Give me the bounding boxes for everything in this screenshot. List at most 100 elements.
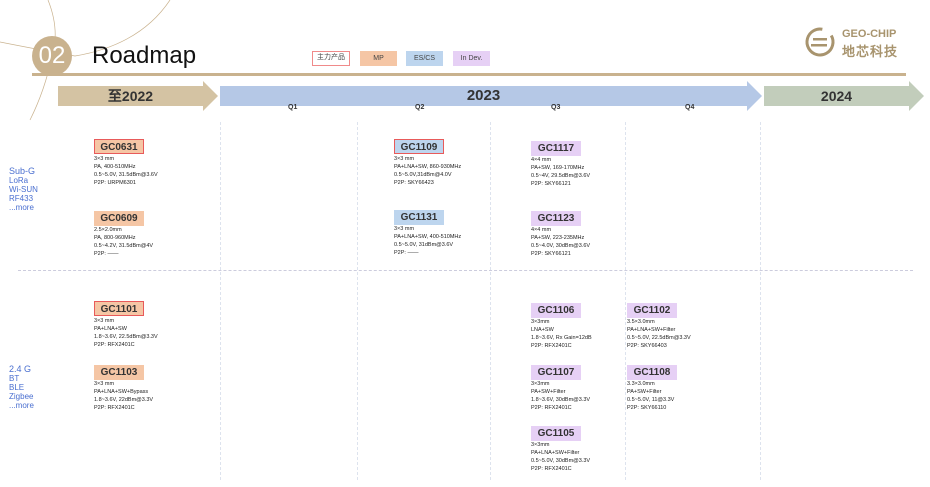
period-arrow-2024: 2024 (764, 81, 924, 111)
chip-label: GC1108 (627, 365, 677, 380)
chip-label: GC1107 (531, 365, 581, 380)
chip-spec: 3×3 mm (394, 226, 415, 232)
section-number: 02 (32, 36, 72, 76)
chip-label: GC1101 (94, 301, 144, 316)
chip-spec: 3.3×3.0mm (627, 381, 655, 387)
grid-line (220, 122, 221, 480)
chip-spec: LNA+SW (531, 327, 554, 333)
chip-spec: PA, 400-510MHz (94, 164, 136, 170)
chip-spec: 3×3 mm (94, 156, 115, 162)
chip-spec: P2P: SKY66423 (394, 180, 434, 186)
chip-spec: P2P: SKY66121 (531, 251, 571, 257)
row-divider (18, 270, 913, 271)
quarter-q3: Q3 (551, 104, 561, 111)
chip-spec: PA+LNA+SW (94, 326, 127, 332)
chip-label: GC0631 (94, 139, 144, 154)
chip-spec: 1.8~3.6V, 30dBm@3.3V (531, 397, 591, 403)
chip-spec: 4×4 mm (531, 227, 552, 233)
chip-card-gc1105: GC1105 3×3mm PA+LNA+SW+Filter 0.5~5.0V, 30d… (531, 423, 661, 473)
chip-spec: P2P: —— (94, 251, 119, 257)
chip-spec: PA+SW, 223-235MHz (531, 235, 585, 241)
chip-spec: P2P: SKY66121 (531, 181, 571, 187)
legend-mp: MP (360, 51, 397, 66)
logo-icon (805, 27, 835, 57)
chip-label: GC1103 (94, 365, 144, 380)
chip-spec: P2P: SKY66110 (627, 405, 667, 411)
chip-spec: 0.5~5.0V, 31dBm@3.6V (394, 242, 454, 248)
chip-spec: 3×3 mm (394, 156, 415, 162)
chip-spec: 1.8~3.6V, Rx Gain=12dB (531, 335, 592, 341)
chip-card-gc1107: GC1107 3×3mm PA+SW+Filter 1.8~3.6V, 30dBm@3… (531, 362, 661, 412)
chip-spec: PA+LNA+SW+Filter (531, 450, 580, 456)
grid-line (760, 122, 761, 480)
chip-label: GC1106 (531, 303, 581, 318)
chip-spec: P2P: SKY66403 (627, 343, 667, 349)
category-sub-g: Sub-G LoRa Wi-SUN RF433 ...more (9, 166, 38, 213)
chip-spec: 0.5~5.0V, 30dBm@3.3V (531, 458, 591, 464)
legend-es-cs: ES/CS (406, 51, 443, 66)
chip-spec: PA+SW+Filter (627, 389, 662, 395)
chip-spec: 3×3mm (531, 381, 550, 387)
quarter-q4: Q4 (685, 104, 695, 111)
chip-spec: PA, 800-960MHz (94, 235, 136, 241)
chip-spec: 0.5~5.0V, 11@3.3V (627, 397, 675, 403)
chip-card-gc1108: GC1108 3.3×3.0mm PA+SW+Filter 0.5~5.0V, 11@… (627, 362, 757, 412)
chip-spec: 1.8~3.6V, 22.5dBm@3.3V (94, 334, 158, 340)
chip-spec: PA+LNA+SW+Filter (627, 327, 676, 333)
chip-label: GC0609 (94, 211, 144, 226)
legend-main-product: 主力产品 (312, 51, 350, 66)
chip-spec: PA+LNA+SW, 400-510MHz (394, 234, 462, 240)
chip-spec: 0.5~4V, 29.5dBm@3.6V (531, 173, 591, 179)
chip-spec: PA+SW+Filter (531, 389, 566, 395)
chip-card-gc0631: GC0631 3×3 mm PA, 400-510MHz 0.5~5.0V, 31.5… (94, 137, 224, 187)
chip-spec: 3.5×3.0mm (627, 319, 655, 325)
chip-spec: 3×3mm (531, 442, 550, 448)
chip-spec: P2P: —— (394, 250, 419, 256)
quarter-q1: Q1 (288, 104, 298, 111)
chip-card-gc1131: GC1131 3×3 mm PA+LNA+SW, 400-510MHz 0.5~5.0… (394, 207, 524, 257)
header-divider (32, 73, 906, 76)
chip-spec: 0.5~4.2V, 31.5dBm@4V (94, 243, 154, 249)
chip-label: GC1123 (531, 211, 581, 226)
chip-spec: 3×3mm (531, 319, 550, 325)
chip-spec: 1.8~3.6V, 22dBm@3.3V (94, 397, 154, 403)
grid-line (357, 122, 358, 480)
chip-card-gc1123: GC1123 4×4 mm PA+SW, 223-235MHz 0.5~4.0V, 3… (531, 208, 661, 258)
period-arrow-2023: 2023 (220, 81, 762, 111)
chip-spec: PA+LNA+SW, 860-930MHz (394, 164, 462, 170)
chip-spec: P2P: RFX2401C (531, 343, 572, 349)
chip-spec: PA+SW, 169-170MHz (531, 165, 585, 171)
quarter-q2: Q2 (415, 104, 425, 111)
chip-card-gc1102: GC1102 3.5×3.0mm PA+LNA+SW+Filter 0.5~5.0V,… (627, 300, 757, 350)
chip-spec: 0.5~4.0V, 30dBm@3.6V (531, 243, 591, 249)
category-2-4g: 2.4 G BT BLE Zigbee ...more (9, 364, 34, 411)
chip-spec: P2P: RFX2401C (531, 466, 572, 472)
chip-spec: P2P: RFX2401C (531, 405, 572, 411)
chip-spec: 2.5×2.0mm (94, 227, 122, 233)
chip-label: GC1109 (394, 139, 444, 154)
grid-line (490, 122, 491, 480)
chip-label: GC1105 (531, 426, 581, 441)
chip-card-gc1101: GC1101 3×3 mm PA+LNA+SW 1.8~3.6V, 22.5dBm@3… (94, 299, 224, 349)
chip-spec: PA+LNA+SW+Bypass (94, 389, 149, 395)
legend-in-dev: In Dev. (453, 51, 490, 66)
page-title: Roadmap (92, 42, 197, 69)
chip-card-gc1106: GC1106 3×3mm LNA+SW 1.8~3.6V, Rx Gain=12dB P… (531, 300, 661, 350)
period-arrow-2022: 至2022 (58, 81, 218, 111)
chip-spec: 3×3 mm (94, 318, 115, 324)
chip-spec: 3×3 mm (94, 381, 115, 387)
chip-spec: P2P: RFX2401C (94, 342, 135, 348)
chip-label: GC1102 (627, 303, 677, 318)
chip-spec: 0.5~5.0V, 31.5dBm@3.6V (94, 172, 158, 178)
chip-spec: 0.5~5.0V, 22.5dBm@3.3V (627, 335, 691, 341)
grid-line (625, 122, 626, 480)
chip-spec: 0.5~5.0V,31dBm@4.0V (394, 172, 452, 178)
chip-label: GC1131 (394, 210, 444, 225)
chip-label: GC1117 (531, 141, 581, 156)
chip-card-gc1109: GC1109 3×3 mm PA+LNA+SW, 860-930MHz 0.5~5.0… (394, 137, 524, 187)
chip-spec: P2P: RFX2401C (94, 405, 135, 411)
chip-card-gc1117: GC1117 4×4 mm PA+SW, 169-170MHz 0.5~4V, 29.… (531, 138, 661, 188)
chip-card-gc0609: GC0609 2.5×2.0mm PA, 800-960MHz 0.5~4.2V, 3… (94, 208, 224, 258)
chip-card-gc1103: GC1103 3×3 mm PA+LNA+SW+Bypass 1.8~3.6V, 22… (94, 362, 224, 412)
chip-spec: 4×4 mm (531, 157, 552, 163)
